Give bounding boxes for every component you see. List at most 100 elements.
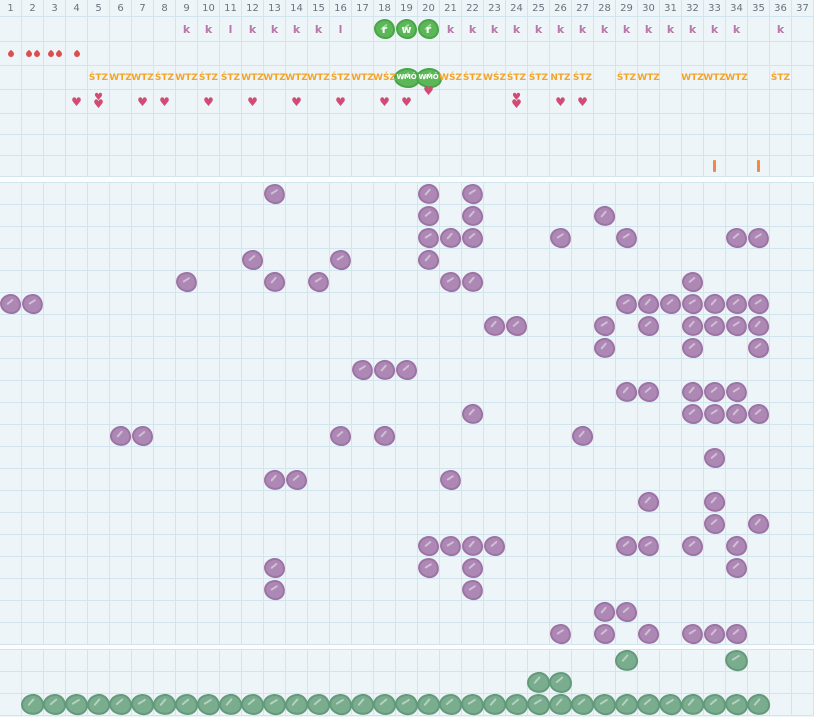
day-cell[interactable] [44, 557, 66, 579]
heart-cell[interactable] [550, 90, 572, 114]
day-cell[interactable] [0, 381, 22, 403]
day-cell[interactable] [748, 425, 770, 447]
day-cell[interactable] [748, 337, 770, 359]
day-cell[interactable] [132, 579, 154, 601]
day-cell[interactable] [396, 447, 418, 469]
day-cell[interactable] [374, 381, 396, 403]
day-cell[interactable] [481, 692, 508, 717]
day-cell[interactable] [22, 425, 44, 447]
day-cell[interactable] [484, 557, 506, 579]
day-cell[interactable] [638, 579, 660, 601]
day-cell[interactable] [242, 491, 264, 513]
day-cell[interactable] [460, 269, 485, 294]
tz-cell[interactable] [748, 66, 770, 90]
day-cell[interactable] [374, 315, 396, 337]
day-cell[interactable] [506, 535, 528, 557]
day-cell[interactable] [528, 579, 550, 601]
drop-cell[interactable] [198, 42, 220, 66]
day-cell[interactable] [415, 692, 442, 717]
day-cell[interactable] [330, 491, 352, 513]
day-cell[interactable] [484, 535, 506, 557]
bar-cell[interactable] [484, 156, 506, 177]
day-cell[interactable] [572, 469, 594, 491]
day-cell[interactable] [550, 271, 572, 293]
day-cell[interactable] [88, 205, 110, 227]
day-cell[interactable] [132, 535, 154, 557]
empty-cell[interactable] [88, 114, 110, 135]
day-cell[interactable] [0, 491, 22, 513]
day-cell[interactable] [308, 359, 330, 381]
day-cell[interactable] [286, 601, 308, 623]
empty-cell[interactable] [682, 135, 704, 156]
tz-cell[interactable]: WTZ [263, 66, 286, 90]
day-cell[interactable] [792, 491, 814, 513]
day-cell[interactable] [176, 359, 198, 381]
day-cell[interactable] [308, 293, 330, 315]
day-cell[interactable] [704, 535, 726, 557]
day-cell[interactable] [110, 535, 132, 557]
day-cell[interactable] [660, 227, 682, 249]
day-cell[interactable] [0, 337, 22, 359]
day-cell[interactable] [528, 249, 550, 271]
empty-cell[interactable] [550, 135, 572, 156]
day-cell[interactable] [440, 359, 462, 381]
day-cell[interactable] [0, 271, 22, 293]
day-cell[interactable] [88, 601, 110, 623]
day-cell[interactable] [484, 513, 506, 535]
day-cell[interactable] [308, 513, 330, 535]
day-cell[interactable] [220, 601, 242, 623]
day-cell[interactable] [352, 672, 374, 694]
empty-cell[interactable] [704, 135, 726, 156]
empty-cell[interactable] [88, 135, 110, 156]
day-cell[interactable] [484, 447, 506, 469]
day-cell[interactable] [506, 183, 528, 205]
bar-cell[interactable] [220, 156, 242, 177]
day-cell[interactable] [66, 425, 88, 447]
day-cell[interactable] [550, 425, 572, 447]
day-cell[interactable] [637, 694, 660, 716]
day-cell[interactable] [660, 183, 682, 205]
day-cell[interactable] [374, 205, 396, 227]
day-cell[interactable] [374, 601, 396, 623]
day-cell[interactable] [44, 623, 66, 645]
day-cell[interactable] [770, 601, 792, 623]
day-cell[interactable] [374, 579, 396, 601]
day-cell[interactable] [748, 447, 770, 469]
day-cell[interactable] [550, 315, 572, 337]
bar-cell[interactable] [462, 156, 484, 177]
day-cell[interactable] [220, 293, 242, 315]
day-cell[interactable] [462, 293, 484, 315]
day-cell[interactable] [110, 403, 132, 425]
letter-cell[interactable]: k [308, 17, 330, 42]
day-cell[interactable] [242, 469, 264, 491]
day-cell[interactable] [792, 381, 814, 403]
day-cell[interactable] [704, 205, 726, 227]
day-cell[interactable] [506, 227, 528, 249]
day-cell[interactable] [792, 359, 814, 381]
day-cell[interactable] [396, 491, 418, 513]
tz-cell[interactable]: ŚTZ [330, 66, 352, 90]
day-cell[interactable] [330, 469, 352, 491]
tz-cell[interactable]: ŚTZ [770, 66, 792, 90]
day-cell[interactable] [616, 447, 638, 469]
day-cell[interactable] [330, 205, 352, 227]
day-cell[interactable] [594, 535, 616, 557]
day-cell[interactable] [506, 579, 528, 601]
day-cell[interactable] [66, 403, 88, 425]
heart-cell[interactable] [440, 90, 462, 114]
day-cell[interactable] [176, 469, 198, 491]
tz-cell[interactable]: WMÓ [393, 66, 420, 90]
day-cell[interactable] [176, 513, 198, 535]
drop-cell[interactable] [638, 42, 660, 66]
letter-cell[interactable] [44, 17, 66, 42]
day-cell[interactable] [328, 248, 353, 271]
day-cell[interactable] [110, 359, 132, 381]
day-cell[interactable] [525, 692, 552, 717]
letter-cell[interactable]: k [660, 17, 682, 42]
day-cell[interactable] [286, 513, 308, 535]
tz-cell[interactable]: WTZ [241, 66, 264, 90]
day-cell[interactable] [638, 601, 660, 623]
day-cell[interactable] [0, 650, 22, 672]
letter-cell[interactable] [132, 17, 154, 42]
day-cell[interactable] [286, 672, 308, 694]
